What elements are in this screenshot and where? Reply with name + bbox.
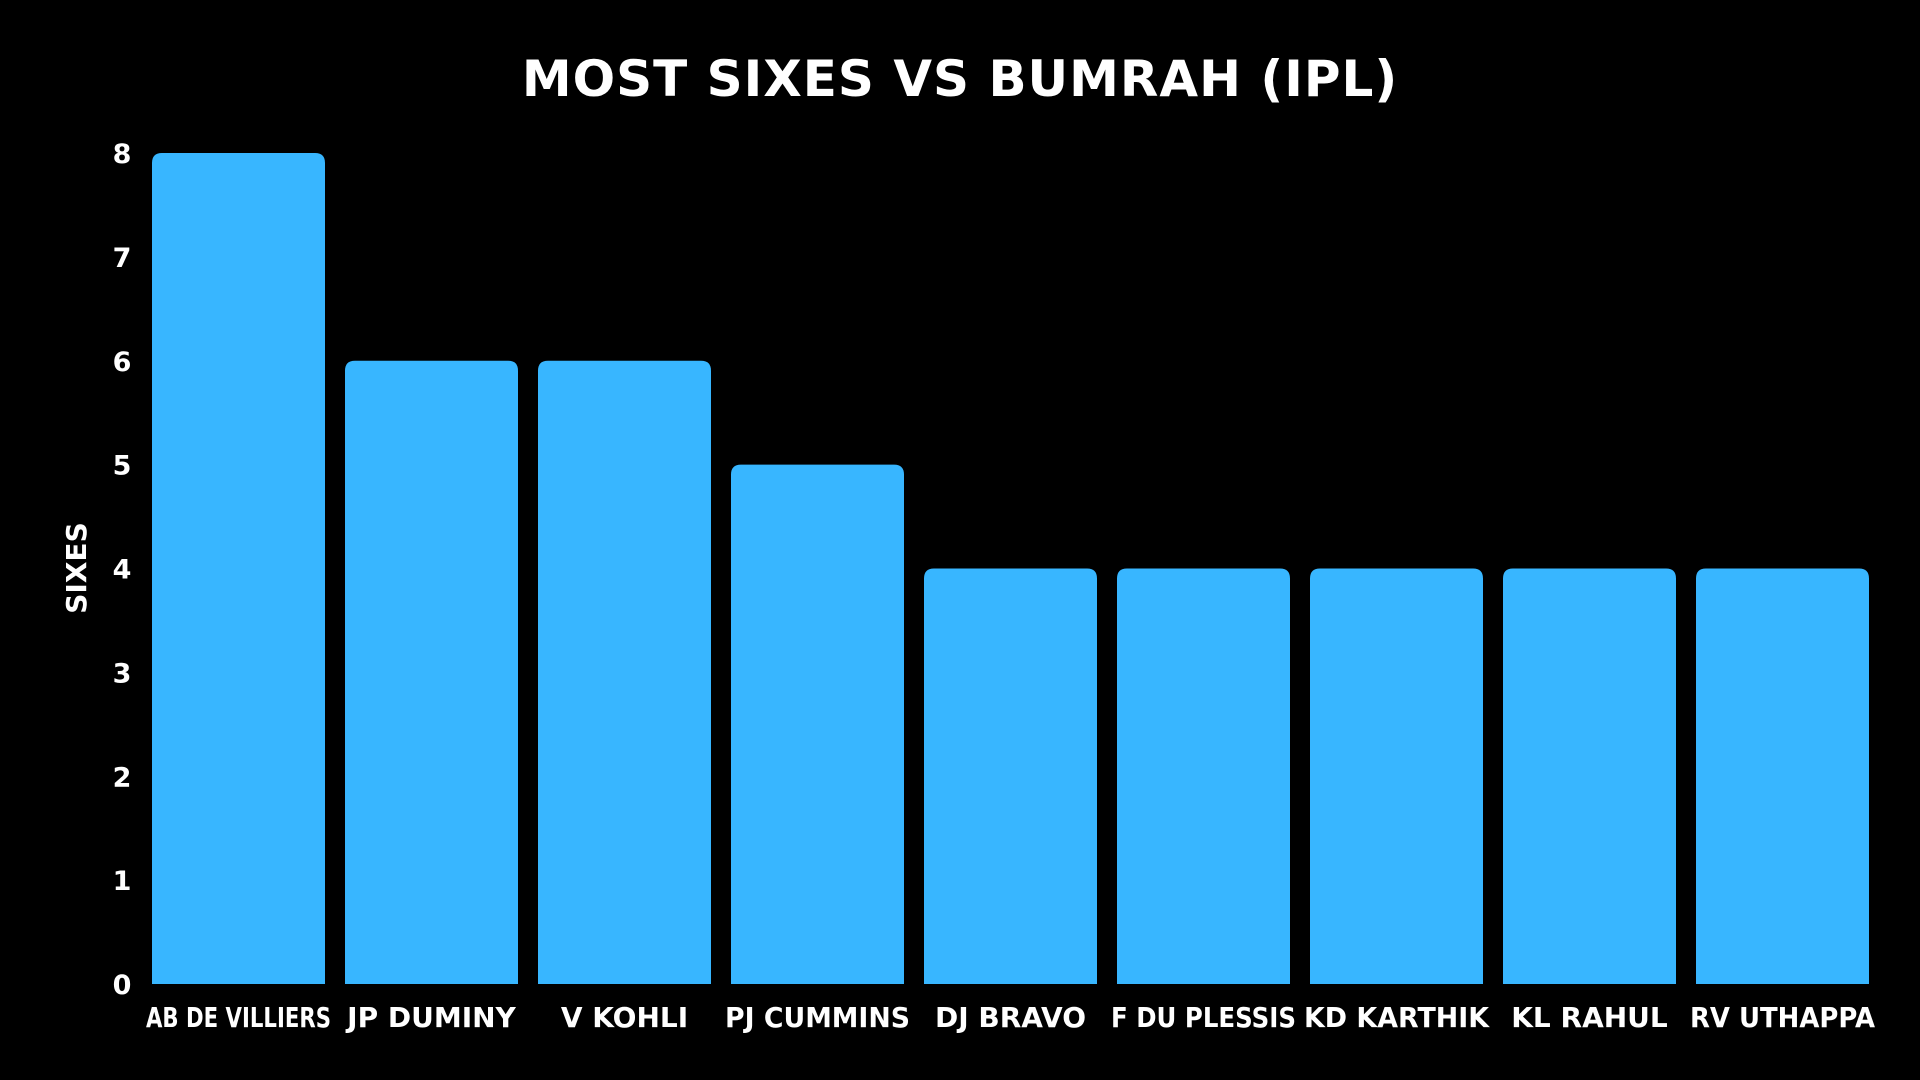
bar xyxy=(1310,568,1483,984)
bar xyxy=(731,464,904,984)
x-tick-label: V KOHLI xyxy=(561,1001,688,1034)
y-tick-label: 3 xyxy=(113,658,132,689)
y-tick-label: 6 xyxy=(113,347,132,378)
x-tick-label: KL RAHUL xyxy=(1511,1001,1668,1034)
bar xyxy=(1696,568,1869,984)
x-axis-labels: AB DE VILLIERS JP DUMINY V KOHLI PJ CUMMINS… xyxy=(146,1001,1875,1034)
bar xyxy=(924,568,1097,984)
bar xyxy=(1503,568,1676,984)
y-tick-label: 8 xyxy=(113,139,132,170)
bar xyxy=(538,360,711,984)
y-axis-ticks: 0 1 2 3 4 5 6 7 8 xyxy=(113,139,132,1001)
bars-group xyxy=(152,153,1869,984)
x-tick-label: RV UTHAPPA xyxy=(1690,1001,1875,1034)
bar xyxy=(152,153,325,984)
y-tick-label: 4 xyxy=(113,555,132,586)
y-axis-label: SIXES xyxy=(60,522,93,613)
x-tick-label: PJ CUMMINS xyxy=(725,1001,910,1034)
y-tick-label: 2 xyxy=(113,762,132,793)
x-tick-label: JP DUMINY xyxy=(345,1001,516,1034)
bar xyxy=(345,360,518,984)
x-tick-label: F DU PLESSIS xyxy=(1111,1001,1296,1034)
y-tick-label: 7 xyxy=(113,243,132,274)
y-tick-label: 5 xyxy=(113,451,132,482)
x-tick-label: AB DE VILLIERS xyxy=(146,1001,331,1034)
y-tick-label: 0 xyxy=(113,970,132,1001)
x-tick-label: KD KARTHIK xyxy=(1304,1001,1490,1034)
chart-title: MOST SIXES VS BUMRAH (IPL) xyxy=(522,50,1398,108)
y-tick-label: 1 xyxy=(113,866,132,897)
bar xyxy=(1117,568,1290,984)
x-tick-label: DJ BRAVO xyxy=(935,1001,1086,1034)
